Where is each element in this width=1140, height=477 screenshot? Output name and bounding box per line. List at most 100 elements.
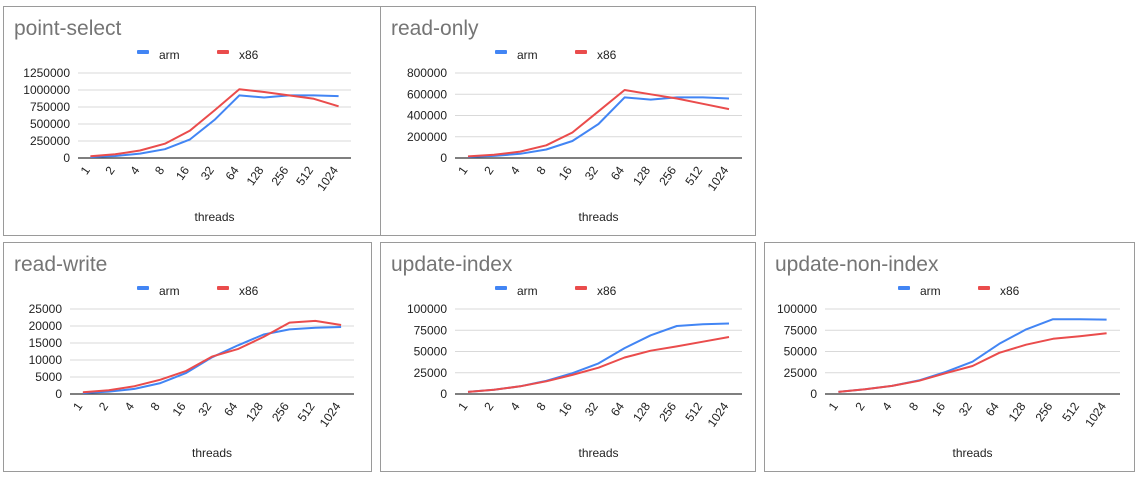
x-tick-label: 4 <box>122 399 137 413</box>
x-axis-title: threads <box>952 446 992 460</box>
x-axis-title: threads <box>578 446 618 460</box>
x-tick-label: 32 <box>198 163 217 182</box>
x-tick-label: 8 <box>906 399 921 413</box>
x-tick-label: 512 <box>293 163 316 188</box>
series-line-x86 <box>82 319 342 394</box>
y-tick-label: 10000 <box>29 353 63 367</box>
x-tick-label: 4 <box>879 399 894 413</box>
y-tick-label: 75000 <box>784 323 818 337</box>
chart-title: update-index <box>391 253 513 276</box>
chart-title: point-select <box>14 17 122 40</box>
x-tick-label: 64 <box>983 399 1002 418</box>
x-tick-label: 2 <box>96 399 111 413</box>
y-tick-label: 75000 <box>414 323 448 337</box>
legend-swatch-arm <box>137 286 149 290</box>
x-tick-label: 256 <box>268 163 291 188</box>
legend-label-x86: x86 <box>597 48 617 62</box>
series-line-arm <box>467 322 730 393</box>
y-tick-label: 50000 <box>784 345 818 359</box>
chart-panel-read-write: read-write arm x86 0 5000 10000 15000 20000 2500… <box>3 242 372 472</box>
x-tick-label: 512 <box>682 163 705 188</box>
legend-label-x86: x86 <box>239 48 259 62</box>
y-tick-label: 25000 <box>414 366 448 380</box>
y-tick-label: 15000 <box>29 336 63 350</box>
series-line-x86 <box>838 332 1107 393</box>
x-tick-label: 64 <box>221 399 240 418</box>
x-tick-label: 32 <box>195 399 214 418</box>
x-tick-label: 32 <box>582 163 601 182</box>
x-tick-label: 512 <box>295 399 318 424</box>
x-tick-label: 16 <box>173 163 192 182</box>
x-tick-label: 64 <box>608 399 627 418</box>
x-tick-label: 32 <box>956 399 975 418</box>
x-tick-label: 2 <box>481 399 496 413</box>
legend-swatch-arm <box>137 50 149 54</box>
legend-label-x86: x86 <box>239 284 259 298</box>
x-tick-label: 16 <box>170 399 189 418</box>
y-tick-label: 0 <box>63 151 70 165</box>
y-tick-label: 0 <box>55 387 62 401</box>
x-axis-title: threads <box>192 446 232 460</box>
y-tick-label: 250000 <box>30 134 70 148</box>
x-tick-label: 8 <box>533 163 548 177</box>
legend-label-x86: x86 <box>1000 284 1020 298</box>
y-tick-label: 25000 <box>784 366 818 380</box>
x-tick-label: 512 <box>1059 399 1082 424</box>
x-tick-label: 2 <box>852 399 867 413</box>
y-tick-label: 500000 <box>30 117 70 131</box>
legend-label-arm: arm <box>517 284 538 298</box>
x-tick-label: 1 <box>78 163 93 177</box>
y-tick-label: 0 <box>440 151 447 165</box>
series-line-x86 <box>467 336 730 393</box>
x-tick-label: 512 <box>682 399 705 424</box>
x-tick-label: 2 <box>102 163 117 177</box>
legend-swatch-x86 <box>217 286 229 290</box>
x-tick-label: 1 <box>455 399 470 413</box>
x-tick-label: 256 <box>269 399 292 424</box>
chart-title: update-non-index <box>775 253 939 276</box>
chart-title: read-write <box>14 253 107 276</box>
x-tick-label: 8 <box>152 163 167 177</box>
x-tick-label: 16 <box>556 163 575 182</box>
x-tick-label: 4 <box>507 399 522 413</box>
y-tick-label: 20000 <box>29 319 63 333</box>
x-tick-label: 256 <box>656 163 679 188</box>
chart-panel-read-only: read-only arm x86 0 200000 400000 600000 800000… <box>380 6 756 236</box>
x-tick-label: 256 <box>1032 399 1055 424</box>
series-line-x86 <box>90 88 339 158</box>
x-tick-label: 16 <box>929 399 948 418</box>
legend-label-arm: arm <box>920 284 941 298</box>
chart-svg: update-index arm x86 0 25000 50000 75000 100000… <box>391 253 742 460</box>
y-tick-label: 100000 <box>777 302 817 316</box>
y-tick-label: 5000 <box>35 370 62 384</box>
x-tick-label: 1024 <box>705 399 732 429</box>
chart-svg: read-only arm x86 0 200000 400000 600000 800000… <box>391 17 742 224</box>
x-tick-label: 16 <box>556 399 575 418</box>
x-tick-label: 1 <box>826 399 841 413</box>
x-tick-label: 1024 <box>705 163 732 193</box>
chart-panel-update-non-index: update-non-index arm x86 0 25000 50000 75000 10… <box>764 242 1135 472</box>
legend-swatch-x86 <box>575 50 587 54</box>
y-tick-label: 25000 <box>29 302 63 316</box>
x-tick-label: 128 <box>1006 399 1029 424</box>
x-axis-title: threads <box>194 210 234 224</box>
x-tick-label: 1024 <box>1082 399 1109 429</box>
x-tick-label: 128 <box>630 163 653 188</box>
legend-label-arm: arm <box>159 48 180 62</box>
legend-label-arm: arm <box>159 284 180 298</box>
x-tick-label: 256 <box>656 399 679 424</box>
chart-svg: point-select arm x86 0 250000 500000 750000 100… <box>14 17 351 224</box>
y-tick-label: 400000 <box>407 109 447 123</box>
x-tick-label: 1 <box>70 399 85 413</box>
x-tick-label: 1024 <box>314 163 341 193</box>
x-tick-label: 64 <box>223 163 242 182</box>
x-tick-label: 128 <box>244 163 267 188</box>
chart-panel-update-index: update-index arm x86 0 25000 50000 75000 100000… <box>380 242 756 472</box>
legend-swatch-x86 <box>575 286 587 290</box>
y-tick-label: 750000 <box>30 100 70 114</box>
series-line-x86 <box>467 89 730 158</box>
chart-title: read-only <box>391 17 479 40</box>
chart-svg: read-write arm x86 0 5000 10000 15000 20000 2500… <box>14 253 354 460</box>
y-tick-label: 200000 <box>407 130 447 144</box>
x-tick-label: 4 <box>507 163 522 177</box>
